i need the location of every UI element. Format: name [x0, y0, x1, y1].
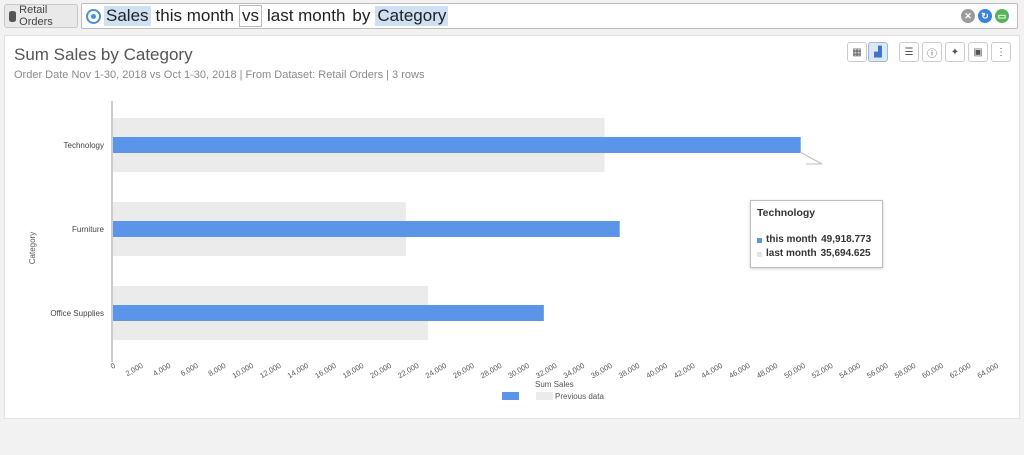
legend-label-previous: Previous data	[555, 392, 604, 401]
x-tick-label: 36,000	[589, 361, 613, 380]
columns-icon[interactable]: ☰	[899, 42, 919, 62]
query-token[interactable]: this month	[155, 6, 234, 25]
x-tick-label: 8,000	[207, 361, 228, 378]
x-tick-label: 10,000	[231, 361, 255, 380]
table-view-icon[interactable]: ▦	[847, 42, 867, 62]
x-tick-label: 12,000	[258, 361, 282, 380]
clear-icon[interactable]: ✕	[961, 9, 975, 23]
query-icon	[86, 8, 101, 24]
tooltip-label: last month	[766, 248, 817, 259]
x-tick-label: 58,000	[893, 361, 917, 380]
chart-legend: Sum Sales Previous data	[502, 380, 652, 403]
query-token[interactable]: vs	[238, 5, 262, 27]
database-icon	[9, 10, 17, 22]
chart-view-icon[interactable]: ▟	[868, 42, 888, 62]
chart-panel: Sum Sales by Category Order Date Nov 1-3…	[4, 35, 1020, 419]
x-tick-label: 44,000	[700, 361, 724, 380]
chart-subtitle: Order Date Nov 1-30, 2018 vs Oct 1-30, 2…	[14, 69, 425, 81]
pin-icon[interactable]: ✦	[945, 42, 965, 62]
y-tick-label: Technology	[64, 141, 104, 150]
bar-current-technology[interactable]	[113, 137, 801, 153]
bar-chart: Category Technology Furniture Office Suppl…	[28, 101, 1000, 380]
x-tick-label: 0	[109, 361, 117, 371]
x-tick-label: 56,000	[865, 361, 889, 380]
x-tick-label: 46,000	[727, 361, 751, 380]
more-icon[interactable]: ⋮	[991, 42, 1011, 62]
legend-label-current: Sum Sales	[535, 381, 574, 389]
x-tick-label: 22,000	[396, 361, 420, 380]
info-icon[interactable]: ⓘ	[922, 42, 942, 62]
bar-current-furniture[interactable]	[113, 221, 620, 237]
x-tick-label: 38,000	[617, 361, 641, 380]
x-tick-label: 48,000	[755, 361, 779, 380]
x-tick-label: 16,000	[313, 361, 337, 380]
page-title: Sum Sales by Category	[14, 45, 193, 64]
tooltip-value: 35,694.625	[820, 248, 871, 259]
query-token[interactable]: last month	[266, 6, 346, 25]
x-tick-label: 54,000	[838, 361, 862, 380]
refresh-icon[interactable]: ↻	[978, 9, 992, 23]
legend-swatch	[757, 237, 762, 243]
x-tick-label: 4,000	[151, 361, 172, 378]
x-tick-label: 26,000	[451, 361, 475, 380]
x-tick-label: 28,000	[479, 361, 503, 380]
x-tick-label: 20,000	[369, 361, 393, 380]
chart-tooltip: Technology this month 49,918.773 last mo…	[750, 200, 883, 268]
legend-swatch-previous	[536, 392, 553, 400]
x-tick-label: 42,000	[672, 361, 696, 380]
legend-swatch-current	[502, 392, 519, 400]
query-token[interactable]: by	[352, 6, 371, 25]
x-tick-label: 52,000	[810, 361, 834, 380]
top-bar: Retail Orders Sales this month vs last m…	[0, 0, 1024, 34]
tooltip-value: 49,918.773	[821, 234, 872, 245]
query-token[interactable]: Category	[375, 6, 449, 26]
y-tick-label: Office Supplies	[50, 309, 104, 318]
y-tick-label: Furniture	[72, 225, 105, 234]
query-token[interactable]: Sales	[104, 6, 151, 26]
legend-swatch	[757, 251, 762, 257]
x-tick-label: 62,000	[948, 361, 972, 380]
tooltip-label: this month	[766, 234, 818, 245]
x-tick-label: 32,000	[534, 361, 558, 380]
folder-icon[interactable]: ▭	[995, 9, 1009, 23]
x-tick-label: 40,000	[644, 361, 668, 380]
save-icon[interactable]: ▣	[968, 42, 988, 62]
x-tick-label: 60,000	[920, 361, 944, 380]
x-tick-label: 50,000	[782, 361, 806, 380]
x-tick-label: 24,000	[424, 361, 448, 380]
tooltip-title: Technology	[757, 207, 816, 219]
x-tick-label: 34,000	[562, 361, 586, 380]
query-input[interactable]: Sales this month vs last month by Catego…	[81, 3, 1018, 29]
x-tick-label: 64,000	[976, 361, 1000, 380]
dataset-selector-button[interactable]: Retail Orders	[4, 4, 78, 28]
y-axis-title: Category	[28, 232, 37, 264]
bar-current-office-supplies[interactable]	[113, 305, 544, 321]
x-tick-label: 14,000	[286, 361, 310, 380]
x-tick-label: 18,000	[341, 361, 365, 380]
dataset-label: Retail Orders	[19, 4, 53, 28]
x-tick-label: 2,000	[124, 361, 145, 378]
x-tick-label: 30,000	[507, 361, 531, 380]
x-tick-label: 6,000	[179, 361, 200, 378]
